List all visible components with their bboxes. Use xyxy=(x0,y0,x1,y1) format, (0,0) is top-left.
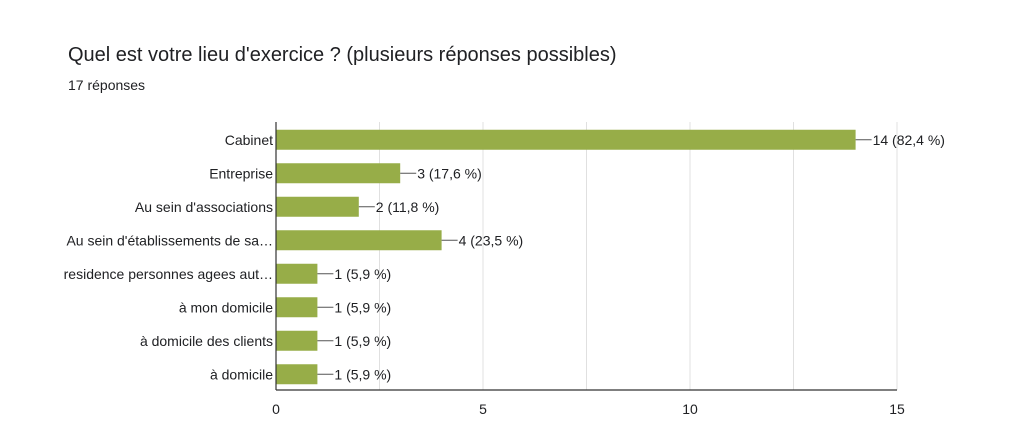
bar xyxy=(276,163,401,184)
x-tick-label: 5 xyxy=(479,401,487,417)
category-label: à domicile des clients xyxy=(140,333,273,349)
category-label: à domicile xyxy=(210,366,273,382)
data-label: 3 (17,6 %) xyxy=(417,165,482,181)
category-label: à mon domicile xyxy=(179,299,273,315)
category-label: residence personnes agees aut… xyxy=(64,266,273,282)
bar xyxy=(276,330,318,351)
bar xyxy=(276,230,442,251)
bar xyxy=(276,263,318,284)
category-label: Cabinet xyxy=(225,132,273,148)
bars xyxy=(276,129,856,385)
data-label: 4 (23,5 %) xyxy=(459,232,524,248)
bar xyxy=(276,196,359,217)
response-count: 17 réponses xyxy=(68,77,146,93)
category-label: Au sein d'associations xyxy=(135,199,273,215)
labels: 0 5 10 15 Cabinet 14 (82,4 %) Entreprise 3 (17,… xyxy=(64,132,945,417)
x-tick-label: 15 xyxy=(889,401,905,417)
data-label: 1 (5,9 %) xyxy=(334,299,391,315)
bar xyxy=(276,129,856,150)
chart-title: Quel est votre lieu d'exercice ? (plusie… xyxy=(68,44,617,66)
data-label: 2 (11,8 %) xyxy=(376,199,440,215)
bar xyxy=(276,364,318,385)
category-label: Au sein d'établissements de sa… xyxy=(66,232,273,248)
x-tick-label: 0 xyxy=(272,401,280,417)
bar xyxy=(276,297,318,318)
data-label: 1 (5,9 %) xyxy=(334,333,391,349)
data-label: 1 (5,9 %) xyxy=(334,366,391,382)
data-label: 1 (5,9 %) xyxy=(334,266,391,282)
data-label: 14 (82,4 %) xyxy=(873,132,945,148)
axes xyxy=(275,122,897,391)
x-tick-label: 10 xyxy=(682,401,698,417)
grid-lines xyxy=(379,122,898,390)
category-label: Entreprise xyxy=(209,165,273,181)
